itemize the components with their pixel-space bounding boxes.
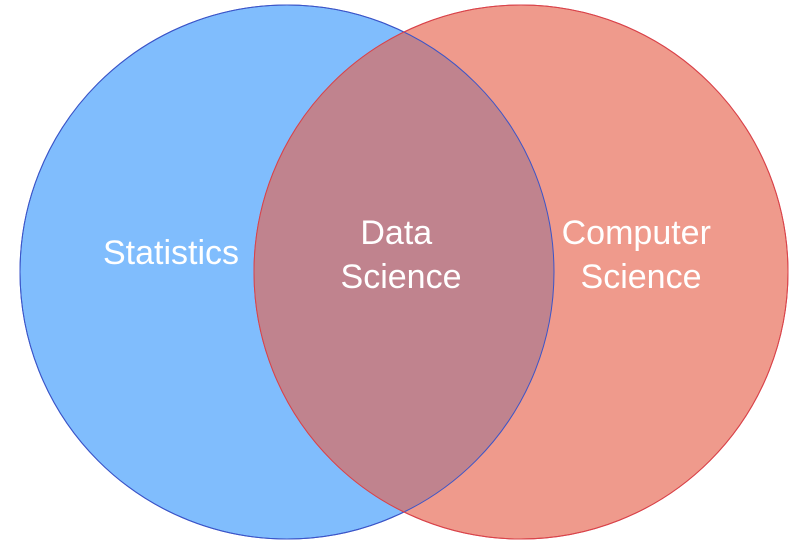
data-science-label-line-1: Data <box>360 214 432 252</box>
data-science-label: Data Science <box>341 214 462 296</box>
data-science-overlap <box>254 5 554 539</box>
statistics-label-line: Statistics <box>103 234 239 272</box>
data-science-label-line-2: Science <box>341 258 462 296</box>
statistics-label: Statistics <box>103 234 239 272</box>
computer-science-label: Computer Science <box>562 214 721 296</box>
computer-science-label-line-2: Science <box>581 258 702 296</box>
computer-science-circle-outline <box>253 4 789 540</box>
statistics-circle-outline <box>19 4 555 540</box>
computer-science-label-line-1: Computer <box>562 214 711 252</box>
